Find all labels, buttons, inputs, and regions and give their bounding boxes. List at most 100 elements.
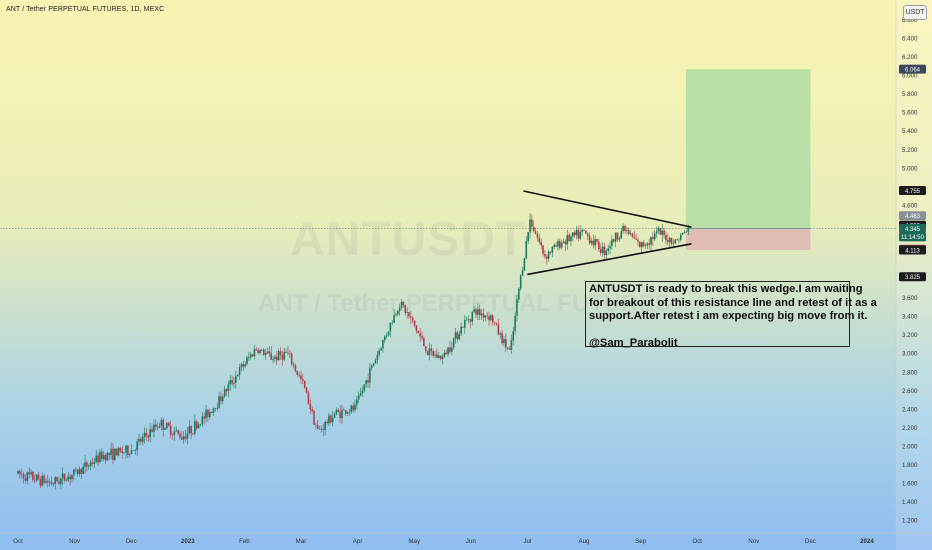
candle-body[interactable]	[534, 231, 537, 235]
candle-body[interactable]	[244, 364, 246, 367]
candle-body[interactable]	[253, 349, 256, 357]
candle-body[interactable]	[138, 438, 140, 442]
candle-body[interactable]	[65, 480, 68, 481]
candle-body[interactable]	[242, 364, 245, 367]
candle-body[interactable]	[140, 438, 142, 442]
candle-body[interactable]	[629, 233, 632, 235]
candle-body[interactable]	[579, 231, 582, 239]
candle-body[interactable]	[227, 384, 230, 392]
candle-body[interactable]	[419, 333, 421, 337]
candle-body[interactable]	[71, 474, 73, 479]
candle-body[interactable]	[283, 351, 286, 360]
candle-body[interactable]	[43, 475, 45, 483]
candle-body[interactable]	[145, 432, 148, 436]
stop-loss-zone[interactable]	[685, 228, 811, 251]
candle-body[interactable]	[531, 219, 533, 227]
candle-body[interactable]	[471, 311, 474, 322]
candle-body[interactable]	[112, 448, 114, 460]
candle-body[interactable]	[640, 242, 643, 248]
candle-body[interactable]	[601, 246, 604, 253]
candle-body[interactable]	[181, 437, 183, 440]
candle-body[interactable]	[443, 352, 446, 357]
candle-body[interactable]	[478, 309, 481, 316]
candle-body[interactable]	[212, 408, 215, 413]
candle-body[interactable]	[127, 445, 129, 455]
candle-body[interactable]	[495, 323, 498, 325]
candle-body[interactable]	[406, 312, 408, 313]
candle-body[interactable]	[240, 364, 243, 368]
candle-body[interactable]	[82, 466, 84, 474]
candle-body[interactable]	[281, 355, 284, 360]
candle-body[interactable]	[423, 338, 425, 347]
candle-body[interactable]	[652, 236, 654, 240]
candle-body[interactable]	[279, 351, 282, 356]
candle-body[interactable]	[32, 472, 34, 480]
candle-body[interactable]	[445, 352, 448, 355]
candle-body[interactable]	[225, 389, 228, 392]
candle-body[interactable]	[22, 474, 25, 479]
candle-body[interactable]	[37, 474, 40, 480]
candle-body[interactable]	[426, 350, 429, 356]
candle-body[interactable]	[136, 441, 138, 451]
candle-body[interactable]	[218, 396, 220, 409]
candle-body[interactable]	[590, 240, 593, 244]
candle-body[interactable]	[289, 353, 291, 355]
candle-body[interactable]	[653, 233, 656, 240]
candle-body[interactable]	[393, 315, 395, 323]
candle-body[interactable]	[637, 239, 639, 242]
candle-body[interactable]	[583, 229, 585, 231]
candle-body[interactable]	[201, 416, 204, 425]
candle-body[interactable]	[80, 468, 83, 474]
candle-body[interactable]	[147, 435, 150, 438]
candle-body[interactable]	[63, 473, 66, 481]
candle-body[interactable]	[369, 368, 371, 383]
candle-body[interactable]	[302, 379, 304, 381]
candle-body[interactable]	[592, 240, 595, 246]
candle-body[interactable]	[175, 430, 178, 432]
candle-body[interactable]	[512, 331, 515, 341]
candle-body[interactable]	[182, 436, 185, 440]
candle-body[interactable]	[558, 241, 561, 248]
candle-body[interactable]	[631, 233, 634, 238]
candle-body[interactable]	[322, 428, 325, 430]
candle-body[interactable]	[158, 425, 161, 428]
candle-body[interactable]	[210, 411, 213, 413]
candle-body[interactable]	[514, 315, 516, 332]
candle-body[interactable]	[296, 370, 299, 375]
candle-body[interactable]	[61, 473, 64, 479]
candle-body[interactable]	[374, 360, 377, 364]
candle-body[interactable]	[115, 448, 118, 456]
candle-body[interactable]	[194, 421, 196, 434]
candle-body[interactable]	[50, 482, 53, 485]
candle-body[interactable]	[555, 244, 557, 247]
candle-body[interactable]	[501, 333, 503, 344]
candle-body[interactable]	[452, 338, 455, 348]
candle-body[interactable]	[56, 477, 58, 482]
candle-body[interactable]	[141, 436, 144, 442]
candle-body[interactable]	[91, 462, 94, 464]
candle-body[interactable]	[635, 238, 637, 240]
candle-body[interactable]	[449, 347, 451, 352]
candle-body[interactable]	[553, 244, 556, 247]
candle-body[interactable]	[665, 234, 667, 241]
candle-body[interactable]	[616, 232, 619, 240]
candle-body[interactable]	[639, 241, 641, 248]
currency-badge[interactable]: USDT	[903, 5, 927, 20]
candle-body[interactable]	[544, 253, 546, 257]
candle-body[interactable]	[262, 349, 265, 355]
candle-body[interactable]	[465, 319, 468, 321]
candle-body[interactable]	[352, 405, 354, 411]
candle-body[interactable]	[52, 483, 55, 485]
candle-body[interactable]	[102, 454, 105, 460]
candle-body[interactable]	[359, 393, 362, 396]
candle-body[interactable]	[648, 243, 650, 245]
candle-body[interactable]	[246, 357, 248, 365]
candle-body[interactable]	[311, 409, 313, 412]
candle-body[interactable]	[294, 365, 297, 371]
candle-body[interactable]	[624, 225, 626, 231]
candle-body[interactable]	[100, 451, 103, 460]
candle-body[interactable]	[143, 432, 146, 437]
candle-body[interactable]	[657, 228, 660, 232]
candle-body[interactable]	[480, 313, 483, 316]
